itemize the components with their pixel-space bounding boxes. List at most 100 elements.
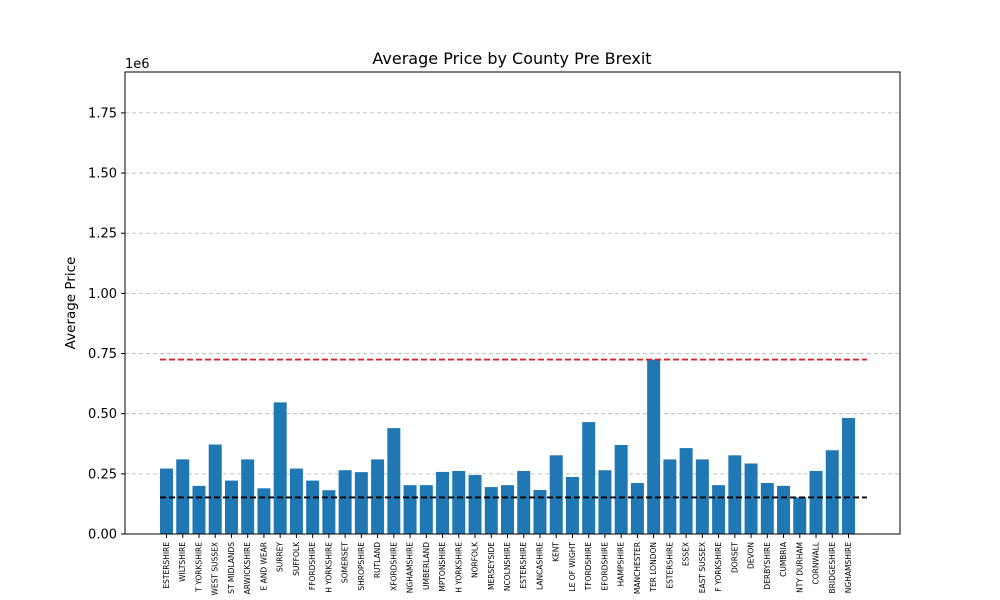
bar [241, 459, 255, 534]
x-tick-label: MANCHESTER [633, 542, 642, 594]
grid-lines [125, 112, 900, 475]
y-axis-ticks: 0.00 0.25 0.50 0.75 1.00 1.25 1.50 1.75 [88, 106, 125, 543]
x-tick-label: NORFOLK [471, 541, 480, 578]
y-offset-label: 1e6 [125, 57, 150, 72]
chart-title: Average Price by County Pre Brexit [372, 49, 651, 68]
x-tick-label: T YORKSHIRE [194, 542, 203, 593]
x-tick-label: SUFFOLK [292, 541, 301, 576]
x-tick-label: KENT [552, 542, 561, 562]
x-tick-label: H YORKSHIRE [324, 542, 333, 593]
bar [468, 475, 482, 534]
bar [322, 490, 336, 534]
x-tick-label: NCOLNSHIRE [503, 542, 512, 591]
bar [419, 485, 433, 534]
bar [793, 497, 807, 534]
bar [208, 444, 222, 534]
bar [630, 482, 644, 534]
bar [306, 480, 320, 534]
x-tick-label: WILTSHIRE [178, 542, 187, 582]
x-tick-label: RUTLAND [373, 542, 382, 578]
x-tick-label: FFORDSHIRE [308, 542, 317, 590]
y-tick-label: 0.50 [88, 407, 117, 422]
bar [598, 470, 612, 534]
x-tick-label: ESTERSHIRE [665, 542, 674, 589]
x-tick-label: CUMBRIA [779, 541, 788, 577]
bar [614, 444, 628, 534]
bar [679, 448, 693, 534]
bar [387, 428, 401, 534]
bar [647, 359, 661, 534]
bar [338, 470, 352, 534]
bar [809, 470, 823, 534]
x-tick-label: DEVON [747, 542, 756, 569]
x-tick-label: WEST SUSSEX [211, 542, 220, 596]
bar [744, 463, 758, 534]
x-tick-label: TFORDSHIRE [584, 542, 593, 592]
bar [549, 455, 563, 534]
bar [484, 487, 498, 534]
x-tick-label: SOMERSET [341, 542, 350, 584]
bar [257, 488, 271, 534]
x-tick-label: NTY DURHAM [795, 542, 804, 593]
y-tick-label: 1.75 [88, 106, 117, 121]
reference-lines [160, 358, 867, 499]
bar [289, 468, 303, 534]
x-tick-label: TER LONDON [649, 542, 658, 593]
y-tick-label: 1.50 [88, 167, 117, 182]
x-tick-label: MERSEYSIDE [487, 542, 496, 590]
x-tick-label: DORSET [730, 542, 739, 573]
x-tick-label: EAST SUSSEX [698, 542, 707, 593]
bar [842, 418, 855, 534]
x-tick-label: DERBYSHIRE [763, 542, 772, 590]
bar [517, 470, 531, 534]
bar [582, 422, 596, 534]
bar [160, 468, 173, 534]
x-tick-label: ST MIDLANDS [227, 542, 236, 594]
bar [760, 482, 774, 534]
bar [825, 450, 839, 534]
bar [712, 485, 726, 534]
x-tick-label: LE OF WIGHT [568, 542, 577, 592]
bar [452, 470, 466, 534]
x-tick-label: BRIDGESHIRE [828, 542, 837, 594]
bars [160, 359, 855, 534]
bar [224, 480, 238, 534]
x-tick-label: SHROPSHIRE [357, 542, 366, 591]
x-tick-label: ESTERSHIRE [519, 542, 528, 589]
bar [501, 485, 514, 534]
x-tick-label: MPTONSHIRE [438, 542, 447, 592]
y-axis-title: Average Price [63, 257, 79, 350]
y-tick-label: 1.00 [88, 287, 117, 302]
x-tick-label: NGHAMSHIRE [406, 542, 415, 593]
y-tick-label: 0.25 [88, 467, 117, 482]
bar [403, 485, 417, 534]
bar [192, 485, 206, 534]
x-tick-label: LANCASHIRE [535, 542, 544, 590]
x-tick-label: E AND WEAR [259, 542, 268, 591]
x-tick-label: ARWICKSHIRE [243, 542, 252, 595]
x-tick-label: ESTERSHIRE [162, 542, 171, 589]
bar [436, 471, 450, 534]
bar [273, 402, 287, 534]
x-tick-label: UMBERLAND [422, 542, 431, 590]
plot-frame [124, 71, 901, 535]
bar [533, 489, 547, 534]
x-tick-label: F YORKSHIRE [714, 542, 723, 592]
x-tick-label: XFORDSHIRE [389, 542, 398, 591]
x-tick-label: NGHAMSHIRE [844, 542, 853, 593]
y-tick-label: 0.75 [88, 347, 117, 362]
x-tick-label: ESSEX [682, 542, 691, 566]
x-tick-label: SURREY [276, 542, 285, 572]
bar [565, 476, 579, 534]
x-axis-ticks: ESTERSHIRE WILTSHIRE T YORKSHIRE WEST SUSSE… [162, 534, 853, 596]
y-tick-label: 0.00 [88, 528, 117, 543]
x-tick-label: CORNWALL [812, 541, 821, 584]
x-tick-label: EFORDSHIRE [600, 542, 609, 591]
y-tick-label: 1.25 [88, 227, 117, 242]
bar [728, 455, 742, 534]
bar [354, 472, 368, 534]
x-tick-label: HAMPSHIRE [617, 542, 626, 587]
bar [777, 485, 791, 534]
x-tick-label: H YORKSHIRE [454, 542, 463, 593]
